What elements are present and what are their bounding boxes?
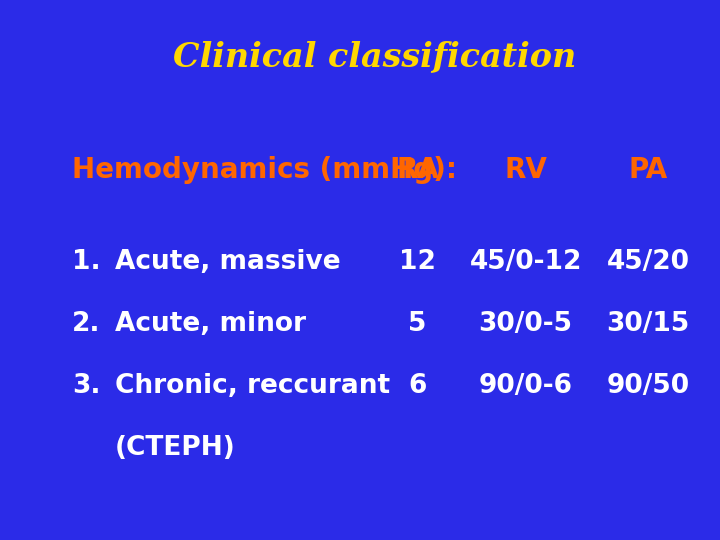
Text: (CTEPH): (CTEPH) [115, 435, 236, 461]
Text: Acute, minor: Acute, minor [115, 311, 306, 337]
Text: 3.: 3. [72, 373, 101, 399]
Text: Chronic, reccurant: Chronic, reccurant [115, 373, 390, 399]
Text: 2.: 2. [72, 311, 101, 337]
Text: 30/15: 30/15 [606, 311, 690, 337]
Text: Clinical classification: Clinical classification [173, 40, 576, 73]
Text: 6: 6 [408, 373, 427, 399]
Text: PA: PA [629, 156, 667, 184]
Text: 45/20: 45/20 [606, 249, 690, 275]
Text: Acute, massive: Acute, massive [115, 249, 341, 275]
Text: 45/0-12: 45/0-12 [469, 249, 582, 275]
Text: RA: RA [396, 156, 439, 184]
Text: 30/0-5: 30/0-5 [479, 311, 572, 337]
Text: RV: RV [504, 156, 547, 184]
Text: Hemodynamics (mmHg):: Hemodynamics (mmHg): [72, 156, 457, 184]
Text: 1.: 1. [72, 249, 101, 275]
Text: 90/0-6: 90/0-6 [479, 373, 572, 399]
Text: 12: 12 [399, 249, 436, 275]
Text: 90/50: 90/50 [606, 373, 690, 399]
Text: 5: 5 [408, 311, 427, 337]
